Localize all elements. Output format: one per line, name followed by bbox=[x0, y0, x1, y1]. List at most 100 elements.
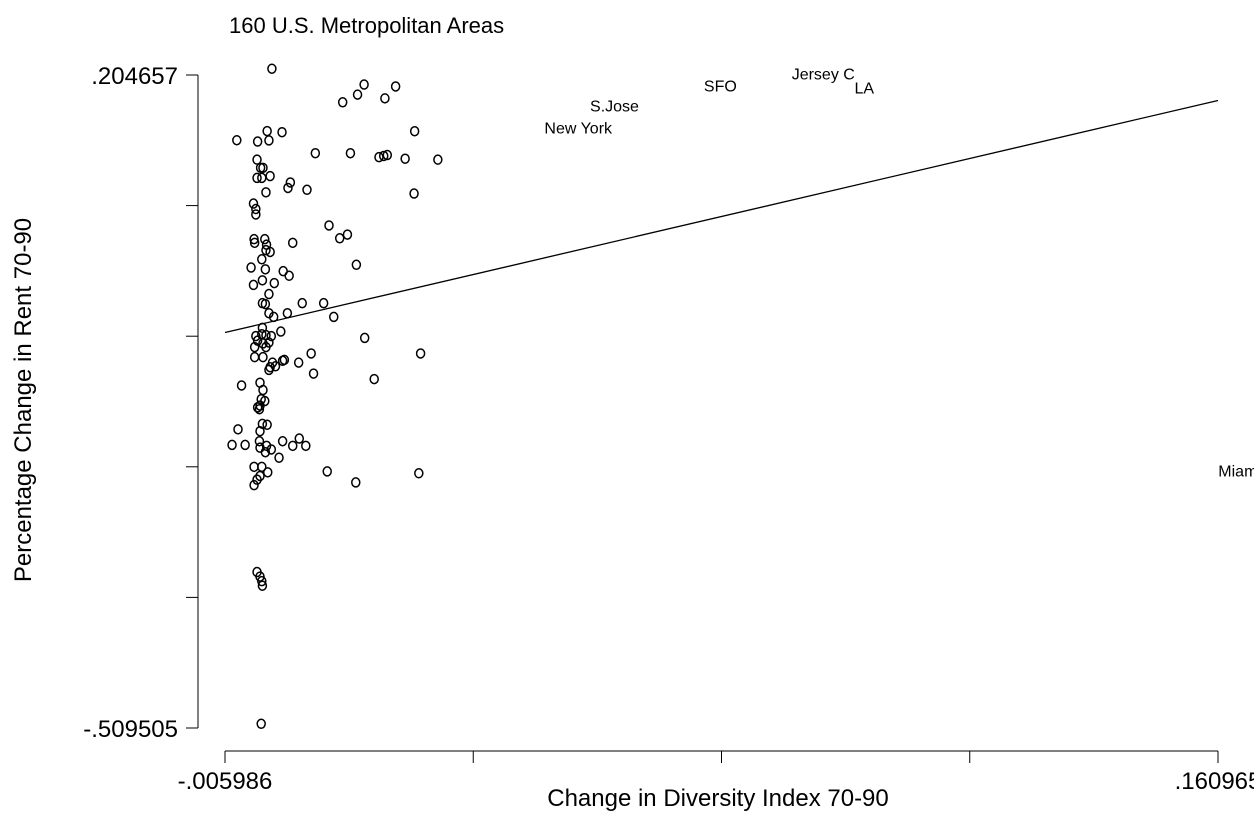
data-point bbox=[260, 298, 271, 310]
point-label: S.Jose bbox=[590, 99, 639, 116]
data-point bbox=[251, 209, 261, 220]
data-point bbox=[351, 259, 362, 271]
x-axis-ticks: -.005986 .160965 bbox=[178, 751, 1254, 795]
data-point bbox=[265, 170, 275, 182]
data-point bbox=[267, 63, 277, 74]
data-point bbox=[249, 479, 259, 491]
point-label: LA bbox=[855, 80, 875, 97]
data-point bbox=[261, 341, 271, 353]
data-point bbox=[261, 440, 272, 452]
data-point bbox=[252, 172, 262, 184]
data-point bbox=[257, 275, 268, 286]
point-labels: Jersey C SFO LA S.Jose New York Miami bbox=[544, 67, 1254, 481]
data-point bbox=[409, 125, 420, 137]
data-point bbox=[359, 332, 370, 344]
data-point bbox=[257, 172, 267, 184]
data-point bbox=[261, 244, 271, 256]
data-point bbox=[258, 162, 268, 174]
data-point bbox=[260, 233, 270, 245]
data-point bbox=[415, 348, 426, 359]
point-label: Jersey C bbox=[792, 67, 855, 84]
data-point bbox=[257, 418, 268, 430]
data-point bbox=[337, 97, 348, 108]
data-point bbox=[232, 134, 242, 146]
data-point bbox=[264, 135, 274, 146]
data-point bbox=[400, 153, 410, 164]
chart-title: 160 U.S. Metropolitan Areas bbox=[229, 13, 504, 38]
data-point bbox=[260, 264, 271, 275]
data-point bbox=[287, 440, 298, 452]
data-point bbox=[257, 575, 267, 587]
y-axis-title: Percentage Change in Rent 70-90 bbox=[10, 218, 37, 582]
data-point bbox=[369, 373, 379, 385]
data-point bbox=[254, 404, 265, 415]
data-point bbox=[233, 424, 243, 435]
data-point bbox=[297, 297, 307, 309]
data-point bbox=[266, 330, 277, 342]
regression-line bbox=[224, 99, 1219, 334]
data-point bbox=[248, 279, 259, 291]
data-point bbox=[264, 364, 274, 376]
data-point bbox=[258, 351, 268, 363]
data-point bbox=[264, 307, 274, 319]
data-point bbox=[261, 187, 271, 198]
data-point bbox=[433, 154, 443, 165]
data-point bbox=[329, 311, 339, 323]
data-point bbox=[248, 198, 259, 209]
data-point bbox=[334, 233, 345, 244]
point-label: New York bbox=[544, 121, 613, 138]
data-point bbox=[227, 439, 237, 451]
data-point bbox=[266, 444, 277, 455]
data-point bbox=[308, 368, 319, 379]
data-point bbox=[240, 439, 250, 451]
data-point bbox=[268, 311, 279, 323]
data-point bbox=[342, 229, 353, 240]
data-point bbox=[264, 288, 274, 300]
data-point bbox=[256, 718, 266, 730]
data-point bbox=[254, 436, 265, 447]
data-point bbox=[255, 425, 265, 437]
data-point bbox=[276, 326, 286, 337]
data-point bbox=[294, 433, 305, 444]
data-point bbox=[282, 307, 293, 319]
data-point bbox=[279, 354, 290, 366]
data-point bbox=[359, 79, 369, 90]
data-point bbox=[257, 580, 268, 591]
data-point bbox=[414, 468, 424, 479]
data-point bbox=[252, 402, 263, 413]
data-point bbox=[390, 81, 401, 92]
data-point bbox=[382, 149, 393, 161]
data-point bbox=[257, 254, 267, 265]
data-point bbox=[378, 150, 389, 162]
y-axis-ticks: -.509505 .204657 bbox=[83, 63, 198, 743]
x-tick-label: .160965 bbox=[1175, 768, 1254, 795]
data-point bbox=[249, 341, 260, 353]
y-tick-label: -.509505 bbox=[83, 716, 178, 743]
data-point bbox=[252, 136, 263, 147]
data-point bbox=[374, 151, 384, 163]
data-point bbox=[285, 177, 296, 188]
data-point bbox=[249, 461, 259, 473]
data-point bbox=[262, 125, 272, 137]
data-point bbox=[380, 93, 390, 104]
data-point bbox=[265, 246, 275, 258]
y-tick-label: .204657 bbox=[91, 63, 178, 90]
data-point bbox=[293, 357, 304, 368]
data-point bbox=[277, 126, 287, 138]
data-point bbox=[236, 380, 247, 391]
data-point bbox=[409, 188, 419, 199]
data-point bbox=[287, 237, 298, 249]
data-point bbox=[345, 147, 356, 159]
data-point bbox=[252, 474, 262, 485]
x-tick-label: -.005986 bbox=[178, 768, 273, 795]
data-point bbox=[252, 154, 262, 165]
point-label: Miami bbox=[1218, 464, 1254, 481]
data-point bbox=[302, 184, 312, 196]
data-point bbox=[352, 89, 363, 100]
x-axis-title: Change in Diversity Index 70-90 bbox=[547, 785, 889, 812]
data-point bbox=[258, 384, 268, 396]
data-point bbox=[269, 277, 280, 289]
data-point bbox=[322, 466, 332, 477]
data-point bbox=[262, 419, 272, 431]
